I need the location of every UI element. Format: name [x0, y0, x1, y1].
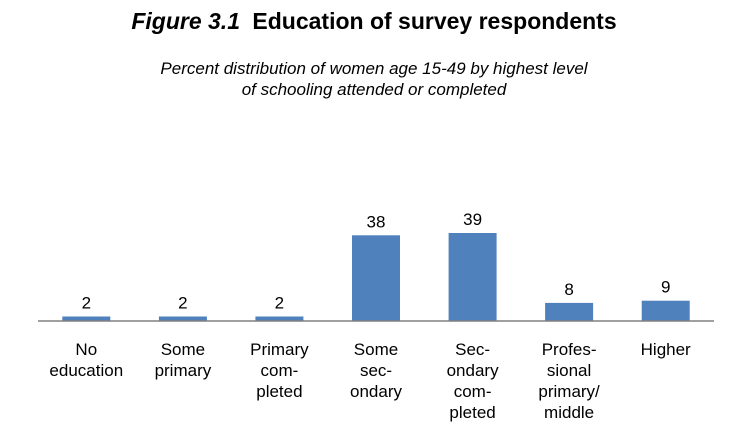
data-label-7: 9 — [661, 278, 670, 297]
category-label-6-line-1: Profes- — [542, 340, 597, 359]
bar-3 — [255, 316, 304, 321]
category-label-1-line-1: No — [75, 340, 97, 359]
bar-4 — [352, 235, 400, 321]
chart-title: Figure 3.1 Education of survey responden… — [0, 8, 748, 35]
figure-label: Figure 3.1 — [131, 8, 240, 34]
category-label-2-line-2: primary — [155, 361, 212, 380]
category-label-3-line-1: Primary — [250, 340, 309, 359]
category-label-6-line-3: primary/ — [538, 382, 600, 401]
bar-1 — [62, 316, 111, 321]
category-label-3-line-3: pleted — [256, 382, 302, 401]
category-label-1-line-2: education — [49, 361, 123, 380]
category-label-4-line-1: Some — [354, 340, 398, 359]
category-label-5-line-1: Sec- — [455, 340, 490, 359]
category-label-5-line-4: pleted — [449, 403, 495, 422]
subtitle-line-1: Percent distribution of women age 15-49 … — [160, 59, 588, 78]
category-label-4-line-2: sec- — [360, 361, 392, 380]
chart-subtitle: Percent distribution of women age 15-49 … — [0, 58, 748, 100]
category-label-5-line-3: com- — [454, 382, 492, 401]
category-label-6-line-2: sional — [547, 361, 591, 380]
category-label-3-line-2: com- — [261, 361, 299, 380]
category-label-6-line-4: middle — [544, 403, 594, 422]
data-label-1: 2 — [82, 294, 91, 313]
subtitle-line-2: of schooling attended or completed — [241, 80, 507, 99]
data-label-2: 2 — [178, 294, 187, 313]
category-label-2-line-1: Some — [161, 340, 205, 359]
category-label-7-line-1: Higher — [641, 340, 691, 359]
bar-7 — [641, 300, 690, 321]
category-label-4-line-3: ondary — [350, 382, 402, 401]
bar-2 — [158, 316, 207, 321]
data-label-4: 38 — [367, 212, 386, 231]
bar-6 — [545, 302, 594, 321]
data-label-6: 8 — [564, 280, 573, 299]
bar-5 — [448, 233, 497, 321]
data-label-3: 2 — [275, 294, 284, 313]
figure-title: Education of survey respondents — [252, 8, 617, 34]
data-label-5: 39 — [463, 210, 482, 229]
category-label-5-line-2: ondary — [447, 361, 499, 380]
